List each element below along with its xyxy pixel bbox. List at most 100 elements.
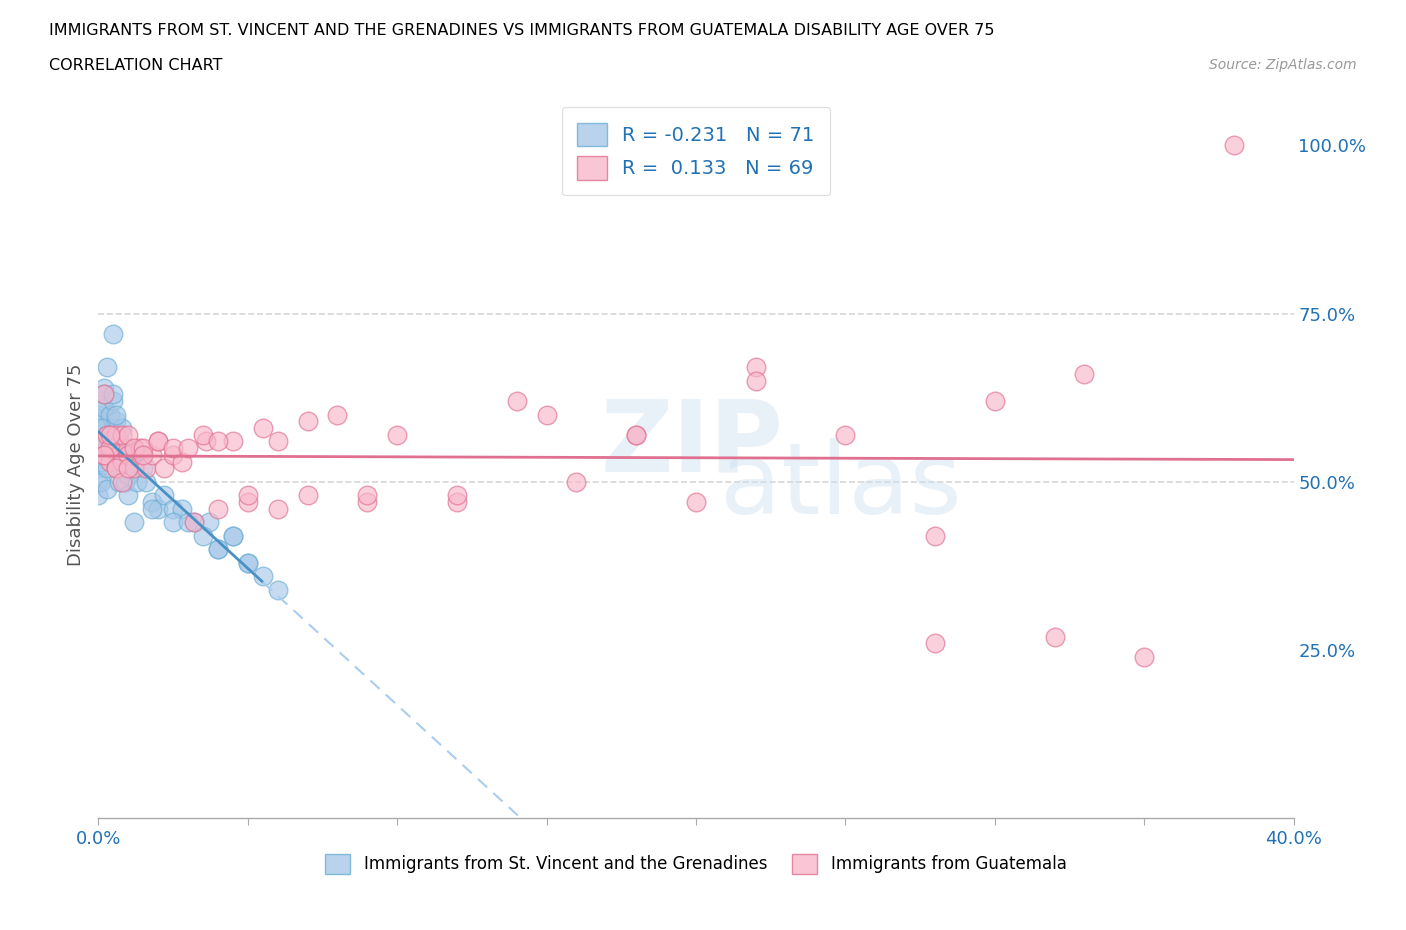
Point (207, 541, 229, 556)
Point (105, 407, 128, 422)
Point (96, 427, 118, 442)
Point (207, 541, 229, 556)
Point (93, 447, 115, 462)
Text: IMMIGRANTS FROM ST. VINCENT AND THE GRENADINES VS IMMIGRANTS FROM GUATEMALA DISA: IMMIGRANTS FROM ST. VINCENT AND THE GREN… (49, 23, 994, 38)
Point (1223, 138, 1246, 153)
Point (162, 441, 184, 456)
Point (177, 441, 200, 456)
Point (111, 454, 134, 469)
Point (132, 441, 155, 456)
Point (124, 461, 146, 476)
Point (129, 441, 152, 456)
Point (626, 427, 648, 442)
Point (93, 447, 115, 462)
Point (207, 434, 229, 449)
Point (267, 582, 290, 597)
Point (111, 474, 134, 489)
Point (108, 434, 131, 449)
Point (105, 461, 128, 476)
Point (129, 447, 152, 462)
Point (87, 488, 110, 503)
Text: CORRELATION CHART: CORRELATION CHART (49, 58, 222, 73)
Point (267, 434, 290, 449)
Point (98, 441, 122, 456)
Point (267, 501, 290, 516)
Point (207, 501, 229, 516)
Point (506, 393, 529, 408)
Point (198, 515, 221, 530)
Point (111, 427, 134, 442)
Point (108, 474, 131, 489)
Point (834, 427, 856, 442)
Point (236, 495, 259, 510)
Point (96, 427, 118, 442)
Point (135, 461, 157, 476)
Point (565, 474, 588, 489)
Point (108, 461, 131, 476)
Point (117, 441, 139, 456)
Y-axis label: Disability Age Over 75: Disability Age Over 75 (66, 364, 84, 566)
Point (385, 427, 409, 442)
Point (87, 427, 110, 442)
Point (1133, 649, 1156, 664)
Point (98, 447, 122, 462)
Point (103, 441, 125, 456)
Point (90, 474, 112, 489)
Point (685, 495, 707, 510)
Point (222, 528, 245, 543)
Point (148, 434, 170, 449)
Point (1073, 366, 1095, 381)
Point (148, 434, 170, 449)
Point (90, 454, 112, 469)
Point (103, 326, 125, 341)
Point (297, 488, 319, 503)
Point (183, 515, 205, 530)
Point (103, 420, 125, 435)
Point (96, 461, 118, 476)
Point (141, 495, 163, 510)
Point (105, 447, 128, 462)
Point (984, 393, 1007, 408)
Point (93, 387, 115, 402)
Point (252, 568, 274, 583)
Point (98, 454, 122, 469)
Point (103, 441, 125, 456)
Point (356, 495, 378, 510)
Point (93, 387, 115, 402)
Point (191, 427, 214, 442)
Point (93, 441, 115, 456)
Point (87, 461, 110, 476)
Point (172, 454, 194, 469)
Point (105, 414, 128, 429)
Point (124, 515, 146, 530)
Point (87, 474, 110, 489)
Point (626, 427, 648, 442)
Point (195, 434, 218, 449)
Point (90, 434, 112, 449)
Point (117, 447, 139, 462)
Point (114, 441, 136, 456)
Point (105, 461, 128, 476)
Point (90, 393, 112, 408)
Text: Source: ZipAtlas.com: Source: ZipAtlas.com (1209, 58, 1357, 72)
Point (446, 488, 468, 503)
Point (924, 636, 946, 651)
Point (177, 515, 200, 530)
Point (132, 447, 155, 462)
Point (96, 441, 118, 456)
Point (111, 447, 134, 462)
Point (183, 515, 205, 530)
Point (114, 474, 136, 489)
Point (191, 528, 214, 543)
Point (103, 393, 125, 408)
Point (114, 461, 136, 476)
Point (745, 374, 768, 389)
Point (103, 387, 125, 402)
Point (117, 488, 139, 503)
Point (98, 427, 122, 442)
Point (117, 468, 139, 483)
Point (162, 501, 184, 516)
Point (117, 427, 139, 442)
Point (153, 488, 176, 503)
Point (1043, 630, 1066, 644)
